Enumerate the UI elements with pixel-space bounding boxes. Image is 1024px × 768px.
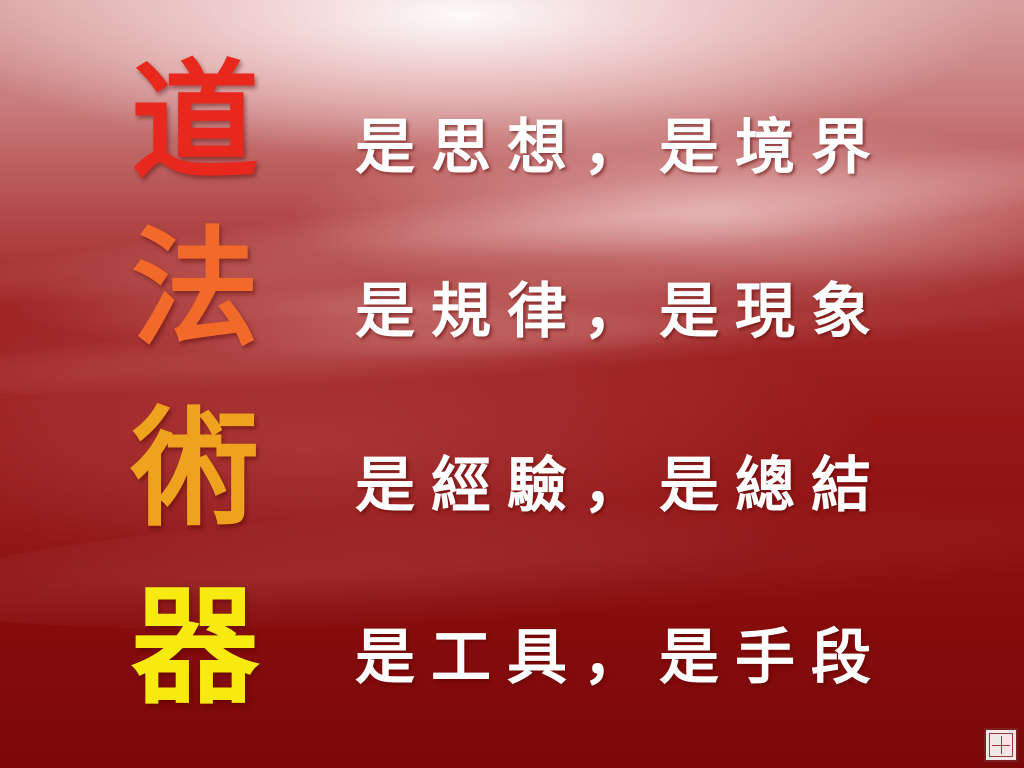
char-shu: 術 <box>130 394 259 544</box>
row-shu-text: 是經驗，是總結 <box>355 451 887 521</box>
seal-stamp-icon <box>984 728 1018 762</box>
row-fa-text: 是規律，是現象 <box>355 277 887 347</box>
row-dao-text: 是思想，是境界 <box>355 113 887 183</box>
char-dao: 道 <box>130 47 259 197</box>
char-fa: 法 <box>130 214 259 364</box>
row-qi-text: 是工具，是手段 <box>355 623 887 693</box>
char-qi: 器 <box>130 572 259 722</box>
